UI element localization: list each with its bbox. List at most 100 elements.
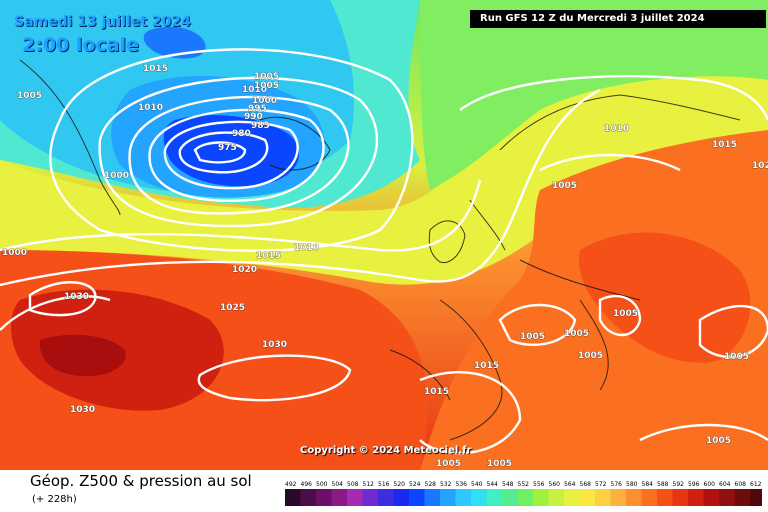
isobar-label: 990	[244, 112, 263, 122]
isobar-label: 985	[251, 121, 270, 131]
forecast-date: Samedi 13 juillet 2024	[14, 14, 191, 30]
isobar-label: 1005	[254, 72, 279, 82]
scale-label: 500	[316, 481, 328, 488]
scale-label: 572	[595, 481, 607, 488]
scale-swatch	[610, 489, 626, 506]
scale-swatch	[285, 489, 301, 506]
scale-label: 524	[409, 481, 421, 488]
isobar-label: 1010	[604, 124, 629, 134]
isobar-label: 1005	[487, 459, 512, 469]
isobar-label: 1015	[424, 387, 449, 397]
scale-label: 540	[471, 481, 483, 488]
mid-latitude-belt	[0, 66, 768, 285]
forecast-time: 2:00 locale	[22, 34, 139, 56]
isobar-label: 1030	[70, 405, 95, 415]
isobar-label: 1030	[262, 340, 287, 350]
scale-label: 612	[750, 481, 762, 488]
color-scale: 492 496 500 504 508 512 516 520 524 528 532 536 540 5…	[285, 481, 762, 506]
forecast-lead-time: (+ 228h)	[32, 494, 77, 505]
isobar-labels: 1015 1005 1010 1000 1005 1010 1005 1000 …	[2, 64, 768, 470]
scale-swatch	[486, 489, 502, 506]
isobar-label: 1005	[706, 436, 731, 446]
scale-label: 548	[502, 481, 514, 488]
scale-swatch	[564, 489, 580, 506]
scale-swatch	[316, 489, 332, 506]
scale-swatch	[393, 489, 409, 506]
isobar-label: 1010	[294, 243, 319, 253]
scale-label: 564	[564, 481, 576, 488]
scale-swatch	[409, 489, 425, 506]
isobar-label: 1020	[232, 265, 257, 275]
scale-label: 556	[533, 481, 545, 488]
scale-swatch	[347, 489, 363, 506]
scale-label: 568	[580, 481, 592, 488]
scale-swatch	[362, 489, 378, 506]
isobars	[0, 48, 768, 455]
scale-label: 576	[611, 481, 623, 488]
isobar-label: 1005	[724, 352, 749, 362]
scale-swatch	[548, 489, 564, 506]
scale-label: 600	[704, 481, 716, 488]
scale-swatch	[517, 489, 533, 506]
isobar-label: 1005	[520, 332, 545, 342]
scale-swatch	[703, 489, 719, 506]
scale-label: 584	[642, 481, 654, 488]
scale-swatch	[734, 489, 750, 506]
scale-swatch	[626, 489, 642, 506]
scale-label: 608	[735, 481, 747, 488]
isobar-label: 1005	[578, 351, 603, 361]
scale-label: 580	[626, 481, 638, 488]
scale-label: 516	[378, 481, 390, 488]
isobar-label: 1005	[436, 459, 461, 469]
copyright-notice: Copyright © 2024 Meteociel.fr	[300, 445, 472, 456]
scale-swatch	[533, 489, 549, 506]
scale-label: 532	[440, 481, 452, 488]
scale-swatch	[502, 489, 518, 506]
scale-label: 588	[657, 481, 669, 488]
scale-label: 496	[301, 481, 313, 488]
scale-swatch	[641, 489, 657, 506]
scale-swatch	[471, 489, 487, 506]
scale-label: 528	[425, 481, 437, 488]
scale-label: 512	[363, 481, 375, 488]
coastlines	[19, 59, 741, 441]
isobar-label: 1005	[254, 81, 279, 91]
scale-swatch	[424, 489, 440, 506]
deep-cold-core-inner	[143, 26, 206, 59]
scale-label: 592	[673, 481, 685, 488]
scale-swatch	[378, 489, 394, 506]
map-title: Géop. Z500 & pression au sol	[30, 472, 252, 490]
scale-label: 504	[332, 481, 344, 488]
scale-label: 492	[285, 481, 297, 488]
isobar-label: 1005	[17, 91, 42, 101]
scale-swatch	[440, 489, 456, 506]
scale-swatch	[719, 489, 735, 506]
isobar-label: 1010	[242, 85, 267, 95]
scale-label: 560	[549, 481, 561, 488]
atlantic-high-center	[39, 334, 126, 377]
isobar-label: 1005	[552, 181, 577, 191]
isobar-label: 1000	[2, 248, 27, 258]
model-run-label: Run GFS 12 Z du Mercredi 3 juillet 2024	[470, 10, 766, 28]
isobar-label: 1030	[64, 292, 89, 302]
scale-label: 508	[347, 481, 359, 488]
isobar-label: 1005	[613, 309, 638, 319]
scale-swatch	[331, 489, 347, 506]
scale-label: 604	[719, 481, 731, 488]
scale-swatch	[595, 489, 611, 506]
isobar-label: 1020	[752, 161, 768, 171]
scale-swatch	[455, 489, 471, 506]
isobar-label: 1015	[143, 64, 168, 74]
upper-green-area	[420, 0, 768, 190]
isobar-label: 995	[248, 104, 267, 114]
geopotential-map: 1015 1005 1010 1000 1005 1010 1005 1000 …	[0, 0, 768, 470]
scale-label: 520	[394, 481, 406, 488]
legend-footer: Géop. Z500 & pression au sol (+ 228h) 49…	[0, 470, 768, 512]
isobar-label: 1015	[474, 361, 499, 371]
isobar-label: 1000	[252, 96, 277, 106]
scale-label: 544	[487, 481, 499, 488]
isobar-label: 1025	[220, 303, 245, 313]
scale-swatch	[579, 489, 595, 506]
scale-label: 536	[456, 481, 468, 488]
